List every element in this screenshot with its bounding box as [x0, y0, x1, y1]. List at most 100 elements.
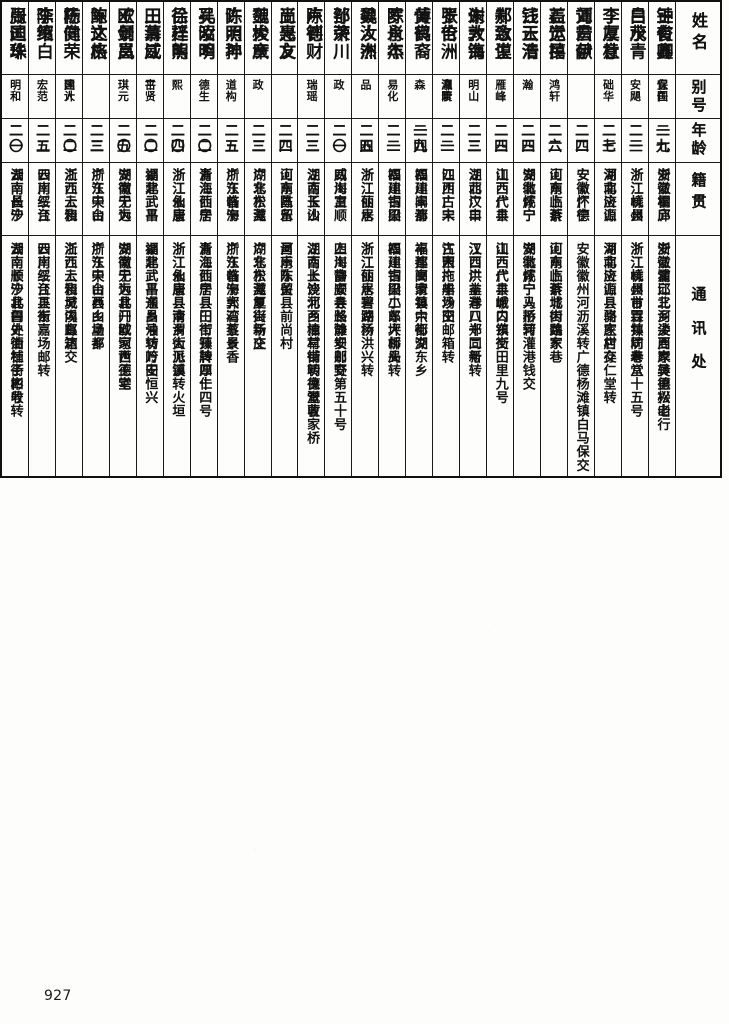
cell-address: 云南顺宁县鲁史街杜子彬收转: [0, 234, 29, 478]
cell-native: 四川富顺: [324, 161, 353, 236]
cell-alias: [620, 73, 649, 120]
cell-address: 浙江仙居官路桥: [351, 234, 380, 478]
cell-native: 湖南长沙: [297, 161, 326, 236]
cell-text: 张国珠: [5, 7, 26, 61]
cell-alias: [324, 73, 353, 120]
roster-table-2: 张国珠 李绍白 陈向荣 鲍达庆 王剑岚 田慕威 吕廷熊 孔昭明 陈明坤 魏大庆 尚光友 卢钊 邹荣 吴汝洲…: [0, 0, 722, 478]
cell-age: 二四: [162, 118, 191, 163]
cell-native: 四川丰都: [405, 161, 434, 236]
cell-text: 二一: [330, 123, 347, 155]
cell-native: 安徽无为: [108, 161, 137, 236]
cell-text: 安徽无为县开城河西王宅: [115, 241, 131, 391]
row-header-label: 姓名: [688, 12, 708, 56]
cell-alias: [0, 73, 29, 120]
cell-age: 二三: [486, 118, 515, 163]
cell-text: 浙江永康县清渭街派溪: [169, 241, 185, 378]
row-header-label: 年龄: [689, 122, 708, 158]
cell-age: 二二: [432, 118, 461, 163]
cell-text: 二二: [438, 123, 455, 155]
cell-text: 琪元: [116, 79, 130, 102]
cell-alias: 湘阶: [432, 73, 461, 120]
cell-text: 江西上饶灵溪邮箱交: [61, 241, 77, 364]
cell-alias: [378, 73, 407, 120]
cell-address: 河南陈留县前尚村: [270, 234, 299, 478]
cell-native: 山东临沂: [540, 161, 569, 236]
cell-age: 二七: [593, 118, 622, 163]
cell-text: 浙江嵊县: [627, 167, 643, 222]
cell-text: 二二: [573, 123, 590, 155]
cell-text: 李绍白: [32, 7, 53, 61]
cell-name: 尚光友: [270, 0, 299, 75]
cell-text: 道构: [224, 79, 238, 102]
row-header-native: 籍贯: [674, 161, 722, 236]
cell-address: 汉口洪益巷八十二号: [459, 234, 488, 478]
cell-name: 刘昌伊: [567, 0, 595, 75]
cell-text: 四川铜梁二郎坪邮局转: [384, 241, 400, 378]
cell-text: 河南济源: [600, 167, 616, 222]
cell-address: 湖北松滋复兴场交: [243, 234, 272, 478]
cell-text: 安徽霍邱三河尖西岸吴德兴老行: [654, 241, 670, 432]
cell-address: 四川铜梁二郎坪邮局转: [378, 234, 407, 478]
cell-age: 二六: [540, 118, 569, 163]
cell-name: 吕廷熊: [162, 0, 191, 75]
cell-age: 二一: [378, 118, 407, 163]
row-header-address: 通讯处: [674, 234, 722, 478]
cell-alias: [459, 73, 488, 120]
cell-age: 二〇: [108, 118, 137, 163]
row-header-age: 年龄: [674, 118, 722, 163]
cell-name: 魏大庆: [243, 0, 272, 75]
cell-text: 广东中山: [88, 167, 104, 222]
cell-text: 孔昭明: [194, 7, 215, 61]
cell-text: 青海西宁县门街开牌四十四号: [196, 241, 212, 418]
cell-alias: [243, 73, 272, 120]
cell-text: 王剑岚: [113, 7, 134, 61]
cell-address: 广东中山县山场乡: [81, 234, 110, 478]
cell-name: 傅鹤: [405, 0, 434, 75]
cell-text: 二〇: [141, 123, 158, 155]
cell-text: 邹荣: [329, 7, 350, 43]
cell-text: 二一: [627, 123, 644, 155]
cell-text: 王俊卿: [652, 7, 673, 61]
cell-text: 河南济源县尚庄村交: [600, 241, 616, 364]
cell-text: 刘昌伊: [571, 7, 592, 61]
cell-text: 保国: [655, 79, 669, 102]
cell-alias: [81, 73, 110, 120]
cell-alias: [593, 73, 622, 120]
cell-text: 二三: [249, 123, 266, 155]
cell-name: 李绍白: [27, 0, 56, 75]
cell-text: 郝致谟: [490, 7, 511, 61]
cell-name: 罗伦: [432, 0, 461, 75]
cell-text: 湖北松滋复兴场交: [250, 241, 266, 350]
cell-name: 朱大镐: [459, 0, 488, 75]
cell-native: 江西上饶: [54, 161, 83, 236]
roster-table-2-container: 张国珠 李绍白 陈向荣 鲍达庆 王剑岚 田慕威 吕廷熊 孔昭明 陈明坤 魏大庆 尚光友 卢钊 邹荣 吴汝洲…: [0, 0, 722, 478]
cell-text: 二二: [87, 123, 104, 155]
cell-text: 国计: [62, 79, 76, 102]
cell-text: 李友杜: [598, 7, 619, 61]
cell-text: 二四: [168, 123, 185, 155]
row-header-label: 籍贯: [689, 171, 708, 215]
cell-address: 湖北咸宁马桥转灌港钱交: [513, 234, 542, 478]
cell-text: 四川富顺: [331, 167, 347, 222]
cell-name: 王剑岚: [108, 0, 137, 75]
cell-native: 广东中山: [81, 161, 110, 236]
cell-native: 浙江临海: [216, 161, 245, 236]
cell-text: 二三: [465, 123, 482, 155]
cell-text: 钱正清: [517, 7, 538, 61]
cell-text: 安徽徽州河沥溪转广德杨滩镇白马保交: [573, 241, 589, 472]
cell-text: 古贤: [143, 79, 157, 102]
cell-text: 二二: [61, 123, 78, 155]
cell-name: 王俊卿: [647, 0, 676, 75]
cell-text: 二一: [384, 123, 401, 155]
cell-address: 四川富顺县长滩坝邮交: [324, 234, 353, 478]
cell-text: 四川铜梁: [384, 167, 400, 222]
cell-name: 吴汝洲: [351, 0, 380, 75]
cell-text: 二三: [519, 123, 536, 155]
cell-alias: [567, 73, 595, 120]
cell-text: 湘阶: [439, 79, 453, 102]
cell-text: 二一: [7, 123, 24, 155]
cell-text: 青海西宁: [196, 167, 212, 222]
cell-text: 二二: [195, 123, 212, 155]
cell-text: 二六: [546, 123, 563, 155]
